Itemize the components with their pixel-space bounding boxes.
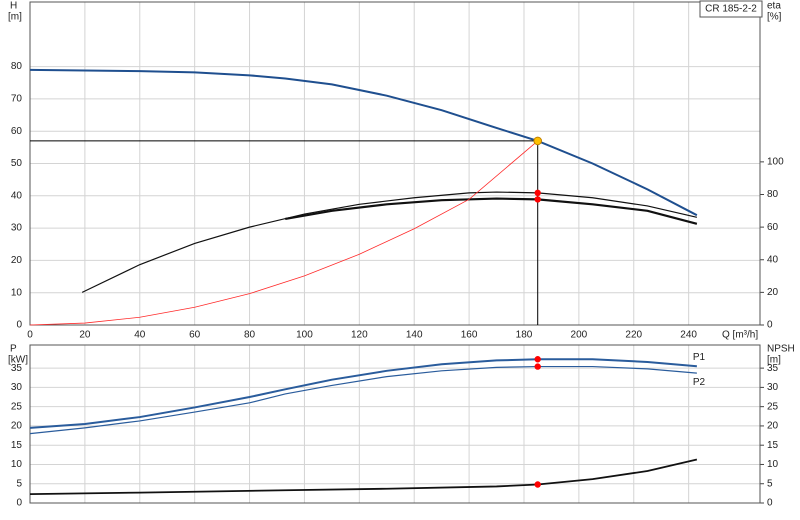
y2-tick-label: 25 xyxy=(767,401,779,412)
curve xyxy=(29,358,697,429)
point-marker xyxy=(534,189,541,197)
y-axis-unit: [m] xyxy=(8,12,22,23)
y-tick-label: 35 xyxy=(11,363,23,374)
y-tick-label: 20 xyxy=(11,255,23,266)
y2-tick-label: 80 xyxy=(767,189,779,200)
y2-tick-label: 100 xyxy=(767,157,784,168)
curve xyxy=(29,140,538,326)
curve xyxy=(29,458,698,496)
y-tick-label: 40 xyxy=(11,190,23,201)
y2-tick-label: 35 xyxy=(767,363,779,374)
curve xyxy=(29,365,697,435)
point-marker xyxy=(534,356,541,363)
y-tick-label: 5 xyxy=(16,478,22,489)
plot-frame xyxy=(29,1,761,326)
y2-tick-label: 5 xyxy=(767,478,773,489)
x-tick-label: 120 xyxy=(351,330,368,341)
series-label: P1 xyxy=(693,352,706,363)
y-tick-label: 0 xyxy=(16,320,22,331)
y2-axis-label: eta xyxy=(767,1,781,12)
model-label: CR 185-2-2 xyxy=(705,4,757,15)
y2-tick-label: 10 xyxy=(767,459,779,470)
y-tick-label: 80 xyxy=(11,61,23,72)
y2-tick-label: 0 xyxy=(767,320,773,331)
duty-point xyxy=(533,136,543,146)
series-label: P2 xyxy=(693,377,706,388)
x-tick-label: 20 xyxy=(79,330,91,341)
point-marker xyxy=(534,196,541,203)
y-axis-unit: [kW] xyxy=(8,355,28,366)
y-tick-label: 10 xyxy=(11,459,23,470)
y-axis-label: P xyxy=(10,344,17,355)
x-tick-label: 180 xyxy=(516,330,533,341)
y-tick-label: 30 xyxy=(11,382,23,393)
y2-tick-label: 60 xyxy=(767,222,779,233)
y-axis-label: H xyxy=(10,1,17,12)
x-tick-label: 200 xyxy=(571,330,588,341)
y2-axis-unit: [%] xyxy=(767,12,782,23)
x-tick-label: 60 xyxy=(189,330,201,341)
curve xyxy=(285,197,698,225)
y2-tick-label: 20 xyxy=(767,287,779,298)
y-tick-label: 25 xyxy=(11,401,23,412)
y2-axis-unit: [m] xyxy=(767,355,781,366)
y2-tick-label: 15 xyxy=(767,440,779,451)
y2-tick-label: 20 xyxy=(767,421,779,432)
plot-frame xyxy=(29,344,761,504)
y-tick-label: 30 xyxy=(11,223,23,234)
curve xyxy=(29,68,698,217)
x-tick-label: 40 xyxy=(134,330,146,341)
point-marker xyxy=(534,481,541,488)
y2-tick-label: 0 xyxy=(767,498,773,509)
y-tick-label: 50 xyxy=(11,158,23,169)
x-tick-label: 240 xyxy=(680,330,697,341)
y2-tick-label: 40 xyxy=(767,254,779,265)
x-axis-label: Q [m³/h] xyxy=(722,330,758,341)
x-tick-label: 100 xyxy=(296,330,313,341)
x-tick-label: 140 xyxy=(406,330,423,341)
point-marker xyxy=(534,363,541,370)
y-tick-label: 70 xyxy=(11,94,23,105)
y-tick-label: 60 xyxy=(11,126,23,137)
y-tick-label: 10 xyxy=(11,287,23,298)
x-tick-label: 0 xyxy=(27,330,33,341)
y-tick-label: 15 xyxy=(11,440,23,451)
curve xyxy=(81,191,698,293)
y-tick-label: 0 xyxy=(16,498,22,509)
model-box xyxy=(699,0,763,18)
x-tick-label: 160 xyxy=(461,330,478,341)
y2-axis-label: NPSH xyxy=(767,344,795,355)
x-tick-label: 220 xyxy=(625,330,642,341)
x-tick-label: 80 xyxy=(244,330,256,341)
y-tick-label: 20 xyxy=(11,421,23,432)
y2-tick-label: 30 xyxy=(767,382,779,393)
